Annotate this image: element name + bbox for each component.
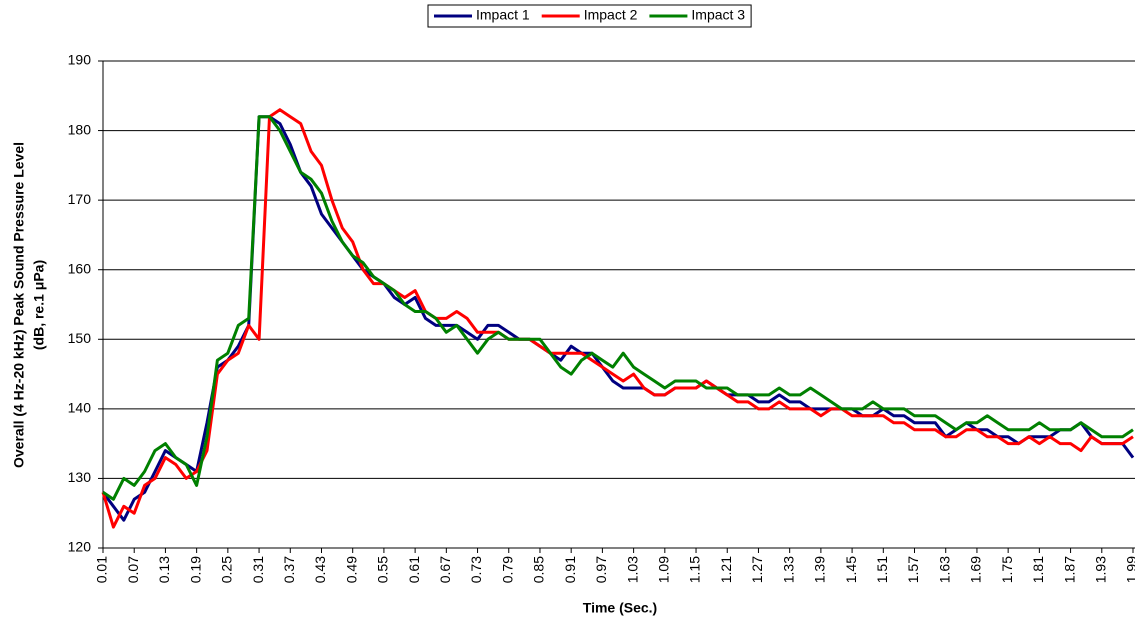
x-tick-label: 0.55 xyxy=(375,556,391,583)
x-tick-label: 1.87 xyxy=(1061,556,1077,583)
x-tick-label: 1.99 xyxy=(1124,556,1135,583)
y-tick-label: 180 xyxy=(68,121,92,137)
x-tick-label: 0.19 xyxy=(187,556,203,583)
y-axis-label: (dB, re.1 μPa) xyxy=(31,260,47,350)
x-tick-label: 1.63 xyxy=(936,556,952,583)
x-tick-label: 1.03 xyxy=(624,556,640,583)
x-tick-label: 1.81 xyxy=(1030,556,1046,583)
y-tick-label: 140 xyxy=(68,400,92,416)
x-tick-label: 1.93 xyxy=(1092,556,1108,583)
x-tick-label: 0.73 xyxy=(468,556,484,583)
legend-label: Impact 2 xyxy=(584,7,638,23)
legend-label: Impact 1 xyxy=(476,7,530,23)
x-tick-label: 1.21 xyxy=(718,556,734,583)
x-tick-label: 1.57 xyxy=(905,556,921,583)
y-tick-label: 160 xyxy=(68,260,92,276)
x-tick-label: 1.51 xyxy=(874,556,890,583)
x-tick-label: 1.33 xyxy=(780,556,796,583)
series-line xyxy=(101,108,1134,529)
legend: Impact 1 Impact 2 Impact 3 xyxy=(427,4,752,28)
x-tick-label: 0.37 xyxy=(281,556,297,583)
series-line xyxy=(101,115,1135,522)
x-tick-label: 0.67 xyxy=(437,556,453,583)
x-tick-label: 0.85 xyxy=(531,556,547,583)
x-tick-label: 0.01 xyxy=(94,556,110,583)
series-line xyxy=(102,115,1134,501)
y-axis-label: Overall (4 Hz-20 kHz) Peak Sound Pressur… xyxy=(11,142,27,468)
x-tick-label: 0.79 xyxy=(499,556,515,583)
x-tick-label: 0.31 xyxy=(250,556,266,583)
x-tick-label: 0.43 xyxy=(312,556,328,583)
x-tick-label: 0.61 xyxy=(406,556,422,583)
x-tick-label: 0.25 xyxy=(219,556,235,583)
x-tick-label: 1.15 xyxy=(687,556,703,583)
x-tick-label: 1.45 xyxy=(843,556,859,583)
x-tick-label: 1.75 xyxy=(999,556,1015,583)
x-tick-label: 1.09 xyxy=(656,556,672,583)
x-axis-label: Time (Sec.) xyxy=(583,600,657,616)
y-tick-label: 130 xyxy=(68,469,92,485)
legend-box xyxy=(427,4,752,28)
x-tick-label: 1.39 xyxy=(812,556,828,583)
legend-label: Impact 3 xyxy=(691,7,745,23)
y-tick-label: 150 xyxy=(68,330,92,346)
y-tick-label: 190 xyxy=(68,52,92,68)
x-tick-label: 0.97 xyxy=(593,556,609,583)
x-tick-label: 0.91 xyxy=(562,556,578,583)
x-tick-label: 0.49 xyxy=(343,556,359,583)
x-tick-label: 1.27 xyxy=(749,556,765,583)
y-tick-label: 120 xyxy=(68,539,92,555)
x-tick-label: 0.07 xyxy=(125,556,141,583)
y-tick-label: 170 xyxy=(68,191,92,207)
x-tick-label: 0.13 xyxy=(156,556,172,583)
x-tick-label: 1.69 xyxy=(968,556,984,583)
